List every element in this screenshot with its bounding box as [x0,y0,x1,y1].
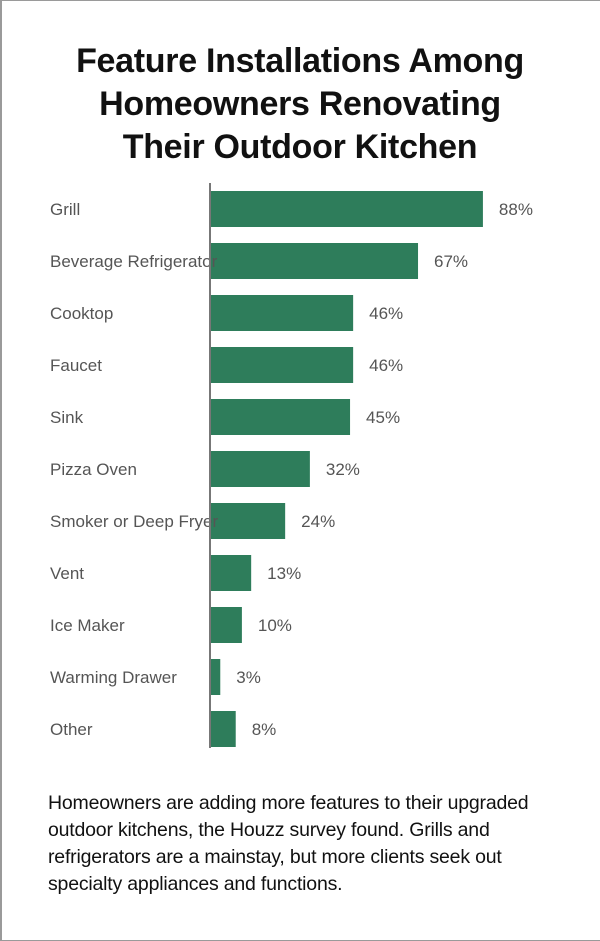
category-label: Other [50,720,93,739]
bar [211,711,236,747]
category-label: Sink [50,408,84,427]
category-label: Warming Drawer [50,668,177,687]
category-label: Vent [50,564,84,583]
value-label: 10% [258,616,292,635]
caption: Homeowners are adding more features to t… [48,792,529,895]
category-label: Ice Maker [50,616,125,635]
category-label: Beverage Refrigerator [50,252,218,271]
chart-title: Feature Installations Among Homeowners R… [0,40,600,169]
title-line-3: Their Outdoor Kitchen [122,128,478,166]
bar [211,243,419,279]
bar [211,399,351,435]
category-label: Faucet [50,356,102,375]
value-label: 24% [301,512,335,531]
category-label: Grill [50,200,80,219]
value-label: 13% [267,564,301,583]
bar [211,659,221,695]
bar [211,295,354,331]
title-line-2: Homeowners Renovating [99,85,501,123]
value-label: 46% [369,304,403,323]
value-label: 46% [369,356,403,375]
value-label: 45% [366,408,400,427]
bar [211,555,252,591]
value-label: 8% [252,720,277,739]
bar [211,503,286,539]
category-label: Smoker or Deep Fryer [50,512,218,531]
title-line-1: Feature Installations Among [76,42,524,80]
bar [211,451,310,487]
value-label: 3% [236,668,261,687]
category-label: Pizza Oven [50,460,137,479]
bar [211,191,483,227]
value-label: 67% [434,252,468,271]
bar [211,347,354,383]
category-label: Cooktop [50,304,113,323]
value-label: 88% [499,200,533,219]
bar [211,607,242,643]
value-label: 32% [326,460,360,479]
